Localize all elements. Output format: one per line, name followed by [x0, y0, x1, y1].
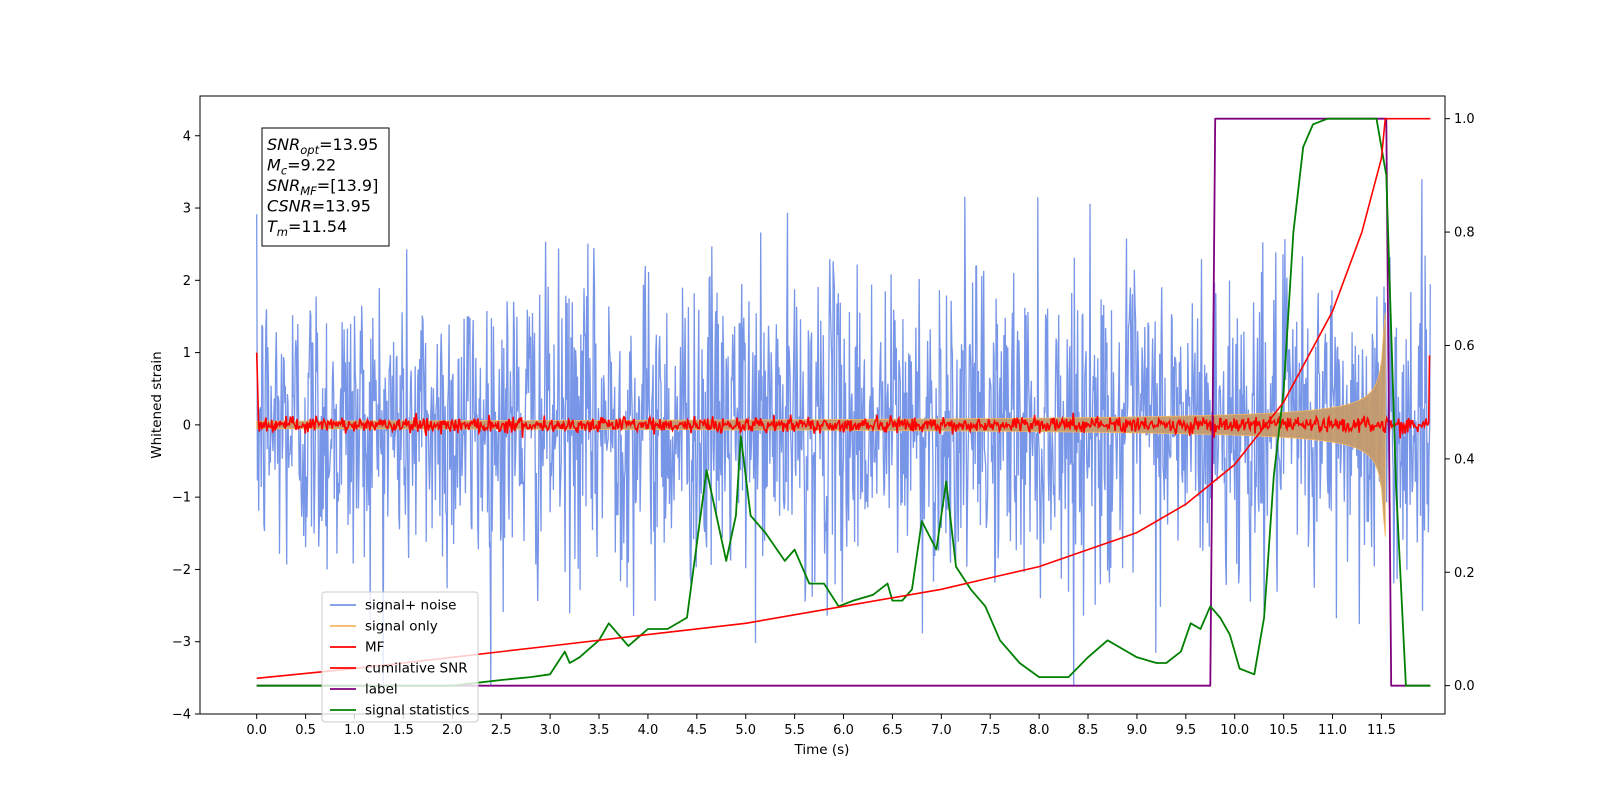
annotation-frame — [261, 127, 390, 247]
x-tick-label: 1.5 — [393, 723, 414, 738]
x-tick-label: 8.0 — [1029, 723, 1050, 738]
axes: 0.0 0.5 1.0 1.5 2.0 2.5 3.0 3.5 4.0 4.5 5.0 5.5 6.0 6… — [172, 112, 1475, 738]
plot-frame — [199, 95, 1446, 715]
annotation-line: Mc=9.22 — [267, 156, 336, 178]
x-tick-label: 10.5 — [1269, 723, 1298, 738]
y-tick-label-right: 0.4 — [1454, 452, 1475, 467]
y-tick-label-left: 0 — [183, 418, 191, 433]
annotation-line: CSNR=13.95 — [267, 197, 371, 216]
y-axis-label: Whitened strain — [149, 351, 165, 458]
legend-label: signal only — [365, 619, 438, 635]
y-tick-label-left: 4 — [183, 129, 191, 144]
x-tick-label: 3.5 — [589, 723, 610, 738]
y-tick-label-right: 0.8 — [1454, 226, 1475, 241]
x-tick-label: 6.0 — [833, 723, 854, 738]
y-tick-label-left: 3 — [183, 202, 191, 217]
annotation-box: SNRopt=13.95Mc=9.22SNRMF=[13.9]CSNR=13.9… — [261, 127, 390, 247]
legend-label: cumilative SNR — [365, 661, 468, 677]
x-tick-label: 8.5 — [1078, 723, 1099, 738]
y-tick-label-left: 2 — [183, 274, 191, 289]
x-tick-label: 9.5 — [1175, 723, 1196, 738]
x-tick-label: 2.0 — [442, 723, 463, 738]
legend-label: MF — [365, 640, 384, 656]
x-axis-label: Time (s) — [794, 742, 850, 758]
annotation-line: Tm=11.54 — [267, 217, 347, 239]
x-tick-label: 1.0 — [344, 723, 365, 738]
x-tick-label: 0.5 — [295, 723, 316, 738]
x-tick-label: 4.0 — [638, 723, 659, 738]
x-tick-label: 3.0 — [540, 723, 561, 738]
y-tick-label-left: −4 — [172, 708, 191, 723]
y-tick-label-right: 0.0 — [1454, 679, 1475, 694]
series-mf — [255, 352, 1431, 439]
annotation-line: SNRopt=13.95 — [267, 135, 378, 157]
x-tick-label: 11.5 — [1367, 723, 1396, 738]
series-signal-noise — [256, 179, 1431, 686]
y-tick-label-left: −2 — [172, 563, 191, 578]
x-tick-label: 2.5 — [491, 723, 512, 738]
legend-label: label — [365, 682, 398, 698]
x-tick-label: 9.0 — [1127, 723, 1148, 738]
series-cumulative-snr — [256, 117, 1431, 680]
x-tick-label: 7.5 — [980, 723, 1001, 738]
x-tick-label: 11.0 — [1318, 723, 1347, 738]
y-tick-label-left: 1 — [183, 346, 191, 361]
y-tick-label-right: 1.0 — [1454, 112, 1475, 127]
x-tick-label: 4.5 — [686, 723, 707, 738]
x-tick-label: 0.0 — [246, 723, 267, 738]
x-tick-label: 6.5 — [882, 723, 903, 738]
x-tick-label: 7.0 — [931, 723, 952, 738]
annotation-line: SNRMF=[13.9] — [267, 176, 378, 198]
plot-data — [255, 117, 1431, 687]
legend-label: signal+ noise — [365, 598, 456, 614]
x-tick-label: 5.5 — [784, 723, 805, 738]
legend: signal+ noise signal only MF cumilative SNR… — [321, 591, 479, 723]
legend-label: signal statistics — [365, 703, 469, 719]
y-tick-label-left: −3 — [172, 635, 191, 650]
y-tick-label-left: −1 — [172, 491, 191, 506]
legend-frame — [321, 591, 479, 723]
y-tick-label-right: 0.6 — [1454, 339, 1475, 354]
series-signal-statistics — [256, 117, 1431, 687]
series-label — [256, 117, 1431, 687]
x-tick-label: 5.0 — [735, 723, 756, 738]
x-tick-label: 10.0 — [1220, 723, 1249, 738]
y-tick-label-right: 0.2 — [1454, 566, 1475, 581]
